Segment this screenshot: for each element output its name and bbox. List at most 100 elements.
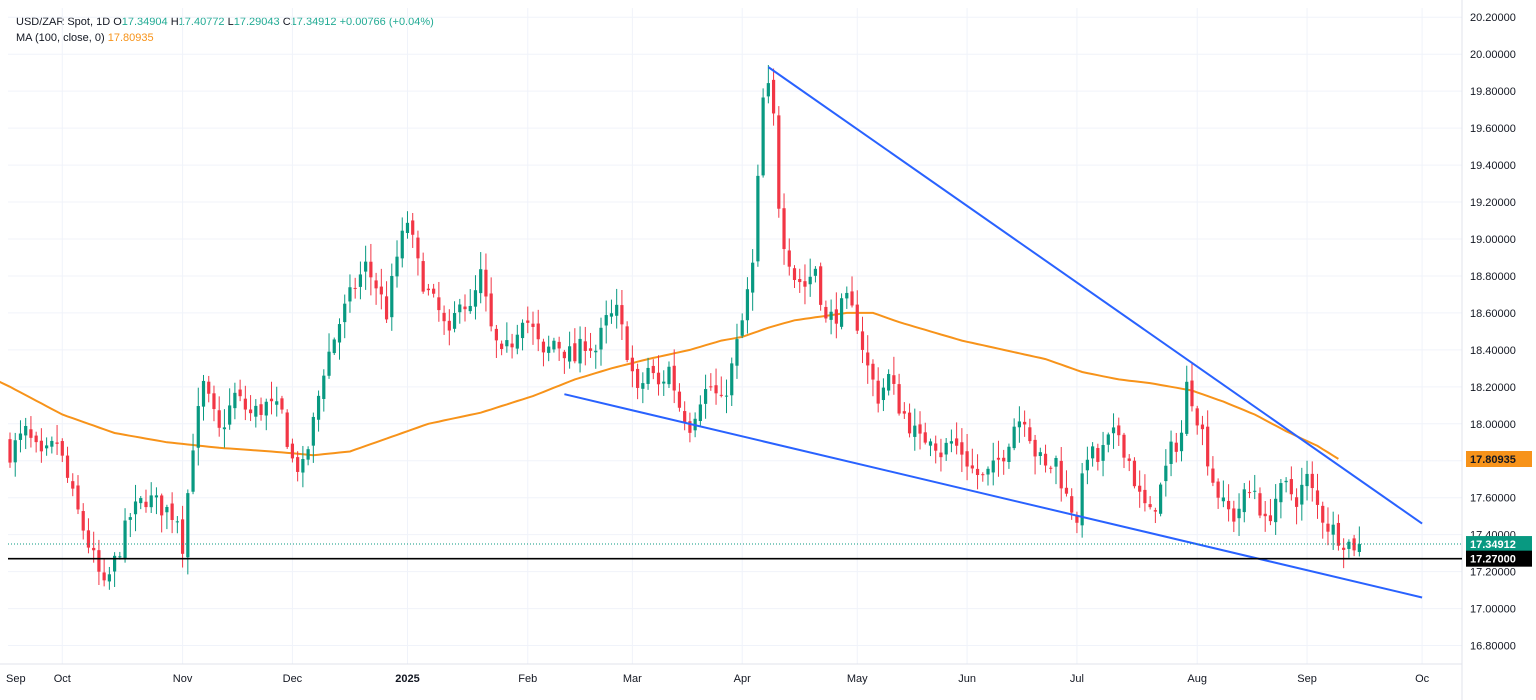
candle	[149, 482, 153, 513]
price-tick-label: 19.60000	[1470, 123, 1516, 135]
candle	[432, 283, 436, 298]
candle	[583, 326, 587, 366]
candle-body	[568, 346, 572, 362]
candle-body	[515, 334, 519, 349]
candle	[819, 262, 823, 311]
candle-body	[782, 208, 786, 250]
candle	[1294, 488, 1299, 525]
candle	[1274, 484, 1278, 535]
candle	[1122, 432, 1126, 469]
candle	[808, 258, 812, 297]
candle	[133, 484, 138, 532]
price-tick-label: 18.80000	[1470, 271, 1516, 283]
candle-body	[860, 331, 865, 350]
candle	[1127, 454, 1131, 472]
symbol-label[interactable]: USD/ZAR Spot, 1D	[16, 16, 111, 28]
candle-body	[123, 520, 127, 559]
candle-body	[290, 443, 295, 459]
candle	[1289, 466, 1293, 501]
candle	[1300, 467, 1304, 521]
candle-body	[1352, 538, 1356, 551]
candle-body	[107, 574, 111, 582]
candle-body	[850, 291, 854, 306]
price-tick-label: 16.80000	[1470, 641, 1516, 653]
candle	[1038, 447, 1042, 465]
candle-body	[709, 386, 713, 388]
candle-body	[76, 485, 80, 510]
price-badges: 17.80935 17.34912 17.27000	[1466, 451, 1532, 567]
candle	[1352, 534, 1356, 557]
candle-body	[1127, 458, 1131, 461]
candle	[353, 277, 357, 299]
candle-body	[1085, 459, 1089, 471]
candle	[374, 272, 378, 305]
candle	[233, 382, 237, 420]
candle-body	[667, 366, 671, 385]
candle	[735, 323, 739, 379]
candle-body	[1331, 524, 1335, 535]
candle-body	[609, 313, 614, 317]
candle-body	[1190, 380, 1194, 407]
candle-body	[1195, 408, 1199, 426]
candle	[777, 106, 781, 218]
candle	[1033, 434, 1037, 475]
support-price-badge-text: 17.27000	[1470, 554, 1516, 566]
candle	[907, 403, 912, 438]
candle	[259, 397, 263, 421]
candle	[306, 446, 310, 466]
candle-body	[1059, 460, 1063, 489]
candle	[1023, 410, 1027, 437]
low-label: L	[227, 16, 234, 28]
candle	[217, 396, 221, 437]
candle	[463, 294, 467, 322]
candle	[939, 438, 943, 472]
candle	[45, 437, 49, 456]
candle	[986, 466, 990, 486]
candle-body	[306, 449, 310, 460]
ma-label[interactable]: MA (100, close, 0)	[16, 32, 105, 44]
price-axis[interactable]: 16.8000017.0000017.2000017.4000017.60000…	[1470, 12, 1516, 652]
candle	[1091, 442, 1095, 467]
candle-body	[1007, 446, 1011, 463]
candle-body	[118, 556, 122, 558]
candle-body	[1091, 446, 1095, 459]
trendline	[767, 66, 1423, 525]
candle	[1216, 478, 1220, 509]
price-tick-label: 20.00000	[1470, 49, 1516, 61]
candle-body	[808, 276, 812, 285]
candle-body	[1096, 448, 1100, 462]
candle-body	[683, 411, 687, 423]
time-tick-label: Oct	[54, 673, 71, 685]
candle	[1185, 365, 1189, 436]
candle-body	[1023, 421, 1027, 425]
candle-body	[1300, 484, 1304, 505]
candle	[609, 299, 614, 324]
candle-body	[479, 269, 483, 294]
candle-body	[703, 389, 708, 404]
candle-body	[792, 268, 797, 280]
candle	[1237, 493, 1241, 536]
candle-body	[913, 425, 917, 437]
price-tick-label: 20.20000	[1470, 12, 1516, 24]
time-axis[interactable]: Sep Oct Nov Dec 2025 Feb Mar Apr May Jun Jul Aug Sep…	[6, 673, 1430, 685]
last-price-badge-text: 17.34912	[1470, 539, 1516, 551]
candle-body	[238, 389, 242, 397]
candle-body	[71, 481, 75, 489]
candle	[1169, 430, 1173, 477]
candle	[201, 374, 206, 421]
candle-body	[65, 455, 70, 478]
candle-body	[259, 404, 263, 415]
candle	[855, 290, 859, 334]
candle	[1336, 514, 1341, 551]
candle-body	[1347, 541, 1351, 549]
candle	[8, 432, 12, 468]
candle-body	[1064, 487, 1069, 494]
candle	[1190, 362, 1194, 412]
candle	[604, 300, 608, 344]
candle	[630, 345, 634, 388]
candle	[996, 440, 1001, 477]
candle-body	[207, 381, 211, 394]
candle	[34, 431, 38, 453]
candle	[834, 292, 838, 339]
